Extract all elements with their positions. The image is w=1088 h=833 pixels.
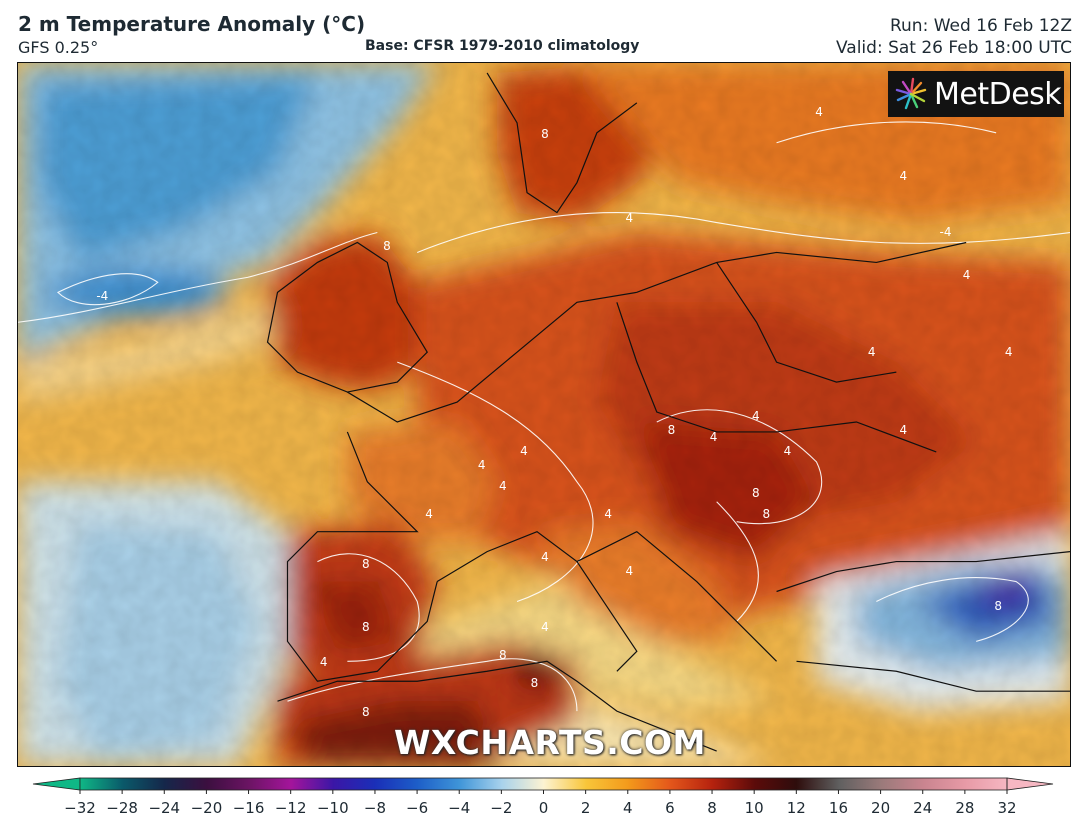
contour-label: 8 [667, 422, 676, 437]
contour-label: 4 [604, 507, 613, 522]
burst-logo-icon [895, 77, 927, 110]
contour-label: 8 [751, 486, 760, 501]
contour-label: 4 [783, 443, 792, 458]
model-label: GFS 0.25° [18, 38, 99, 57]
contour-label: 8 [361, 556, 370, 571]
colorbar-segment [290, 778, 334, 790]
contour-label: 4 [520, 443, 528, 458]
contour-label: 4 [899, 168, 908, 183]
colorbar-tick-label: 12 [787, 799, 806, 817]
contour-label: 4 [625, 563, 634, 578]
contour-label: 4 [751, 408, 760, 423]
coastlines [266, 72, 1070, 752]
colorbar-segment [459, 778, 502, 790]
contour-label: 4 [319, 655, 328, 670]
contour-label: 8 [994, 598, 1003, 613]
colorbar-tick-label: −32 [64, 799, 96, 817]
colorbar-tick-label: −24 [148, 799, 180, 817]
contour-label: 4 [899, 422, 908, 437]
colorbar-segment [374, 778, 418, 790]
contour-label: 8 [361, 620, 370, 634]
contour-label: 8 [499, 648, 507, 663]
colorbar-tick-label: −6 [406, 799, 428, 817]
climatology-base-label: Base: CFSR 1979-2010 climatology [365, 38, 640, 54]
logo-text: MetDesk [934, 76, 1062, 112]
colorbar-min-arrow [32, 777, 81, 791]
contour-label: 4 [962, 267, 971, 282]
colorbar-tick-label: 2 [581, 799, 591, 817]
colorbar-segment [627, 778, 671, 790]
colorbar-tick-label: −2 [490, 799, 512, 817]
colorbar-segment [964, 778, 1008, 790]
colorbar-tick-label: −10 [317, 799, 349, 817]
contour-label: 4 [709, 429, 718, 444]
contour-label: 4 [867, 345, 876, 360]
colorbar-segment [838, 778, 882, 790]
contour-label: 4 [425, 507, 433, 522]
colorbar-segment [417, 778, 460, 790]
colorbar-tick-label: 6 [665, 799, 675, 817]
colorbar-segment [796, 778, 839, 790]
colorbar-segment [206, 778, 250, 790]
colorbar-tick-label: 24 [913, 799, 932, 817]
contour-label: 4 [499, 479, 507, 493]
colorbar-segment [501, 778, 544, 790]
colorbar-tick-label: −12 [275, 799, 307, 817]
colorbar-segment [922, 778, 966, 790]
contour-label: 8 [383, 239, 391, 254]
valid-time-label: Valid: Sat 26 Feb 18:00 UTC [835, 38, 1072, 58]
colorbar-segment [754, 778, 797, 790]
colorbar-tick-label: −8 [364, 799, 386, 817]
metdesk-logo: MetDesk [888, 71, 1064, 117]
contour-label: -4 [939, 225, 952, 240]
colorbar-tick-label: −4 [448, 799, 470, 817]
colorbar-segment [712, 778, 755, 790]
colorbar-segment [122, 778, 165, 790]
colorbar-tick-label: 10 [745, 799, 764, 817]
colorbar-segment [585, 778, 629, 790]
contour-label: 8 [762, 507, 771, 522]
contour-label: 8 [541, 126, 549, 141]
colorbar-tick-label: −28 [106, 799, 138, 817]
contour-label: 4 [541, 549, 549, 564]
wxcharts-watermark: WXCHARTS.COM [394, 723, 706, 762]
contour-label: 4 [541, 620, 549, 634]
colorbar-tick-label: 16 [829, 799, 848, 817]
colorbar-tick-label: 32 [997, 799, 1016, 817]
contour-label: 8 [361, 704, 370, 719]
colorbar-tick-label: −20 [191, 799, 223, 817]
colorbar-tick-label: 20 [871, 799, 890, 817]
colorbar: −32 −28 −24 −20 −16 −12 −10 −8 −6 −4 −2 0 2 4 6 8 10 12 16… [32, 777, 1054, 817]
contour-label: -4 [96, 288, 109, 303]
colorbar-tick-label: 28 [955, 799, 974, 817]
colorbar-max-arrow [1006, 777, 1054, 791]
colorbar-segment [669, 778, 713, 790]
colorbar-segment [164, 778, 207, 790]
colorbar-segment [332, 778, 376, 790]
colorbar-tick-label: 0 [539, 799, 549, 817]
contour-label: 8 [530, 676, 539, 691]
colorbar-segment [80, 778, 123, 790]
run-time-label: Run: Wed 16 Feb 12Z [889, 16, 1072, 36]
colorbar-segment [880, 778, 924, 790]
colorbar-tick-label: 8 [707, 799, 717, 817]
anomaly-map[interactable]: 4 -4 8 8 4 4 4 -4 4 4 4 4 4 8 4 4 4 4 4 4 8 4 4 4 8 8 4 8 8 8 8 8 MetDe… [17, 62, 1071, 767]
colorbar-tick-label: −16 [233, 799, 265, 817]
contour-label: 4 [477, 457, 486, 472]
colorbar-segment [543, 778, 587, 790]
map-canvas [18, 63, 1070, 766]
contour-label: 4 [625, 211, 634, 226]
contour-label: 4 [1004, 345, 1013, 360]
chart-title: 2 m Temperature Anomaly (°C) [18, 12, 366, 36]
contour-lines [18, 121, 1070, 712]
colorbar-tick-label: 4 [623, 799, 633, 817]
contour-label: 4 [815, 105, 823, 120]
colorbar-segment [248, 778, 292, 790]
